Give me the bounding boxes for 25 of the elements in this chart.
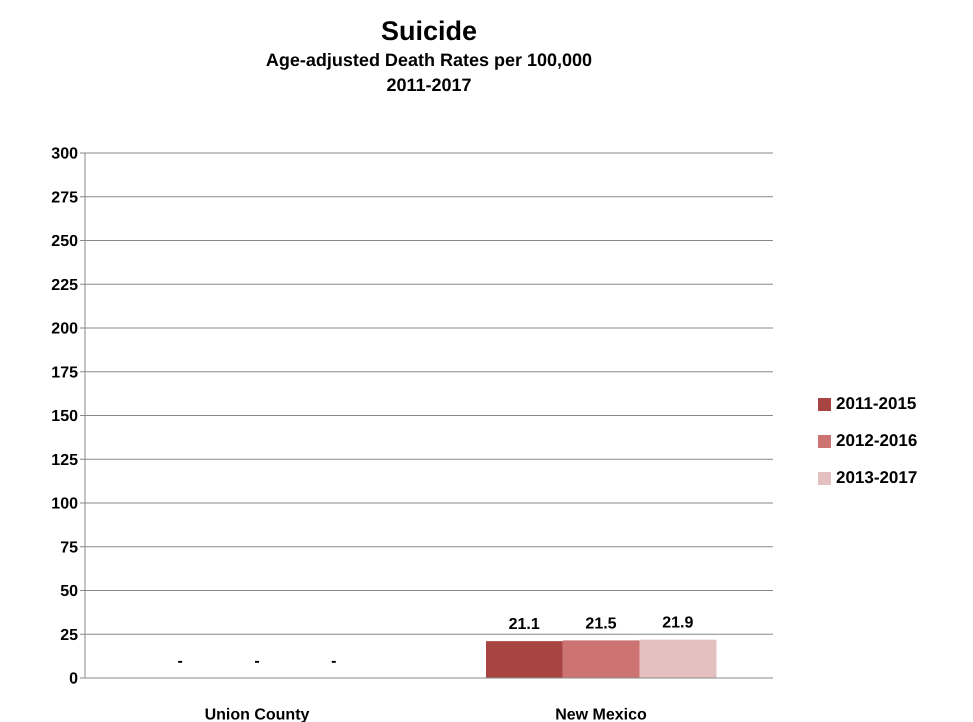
y-tick-label: 250 (51, 233, 78, 250)
y-tick-label: 50 (60, 583, 78, 600)
y-tick-label: 100 (51, 496, 78, 513)
y-tick-label: 125 (51, 452, 78, 469)
legend-label: 2011-2015 (836, 394, 916, 414)
legend-label: 2013-2017 (836, 468, 918, 488)
data-label: 21.1 (508, 616, 540, 634)
text: - (178, 653, 183, 670)
y-tick-label: 225 (51, 276, 78, 294)
y-tick-label: 200 (51, 320, 78, 338)
x-tick-label: New Mexico (555, 706, 648, 722)
y-tick-label: 300 (51, 146, 78, 163)
chart-subtitle: Age-adjusted Death Rates per 100,000 2011-2017 (264, 49, 594, 97)
data-label: 21.5 (585, 615, 617, 632)
y-tick-label: 175 (51, 364, 78, 382)
y-tick-label: 275 (51, 189, 78, 206)
data-label: 21.9 (662, 614, 694, 632)
y-tick-label: 25 (60, 626, 78, 644)
y-tick-label: 75 (60, 539, 78, 556)
legend-label: 2012-2016 (836, 431, 918, 451)
text: - (331, 653, 336, 670)
text: - (254, 653, 260, 670)
chart-title: Suicide (380, 15, 478, 48)
y-tick-label: 150 (51, 408, 78, 426)
y-tick-label: 0 (69, 670, 78, 688)
